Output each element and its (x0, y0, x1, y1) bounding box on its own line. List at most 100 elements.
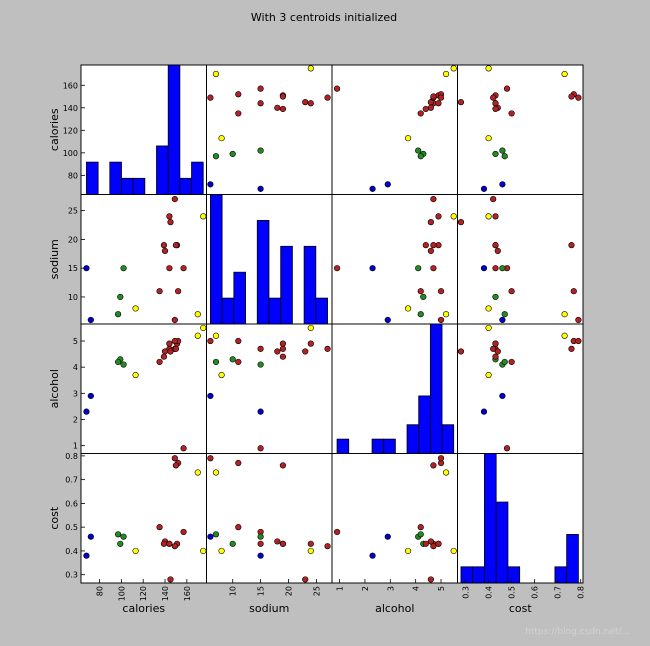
panel-alcohol-vs-calories (80, 323, 207, 454)
histogram-bar (495, 501, 509, 584)
scatter-point (307, 340, 314, 347)
y-tick-label: 160 (63, 81, 78, 90)
scatter-point (492, 265, 499, 272)
scatter-point (485, 213, 492, 220)
scatter-point (218, 371, 225, 379)
histogram-bar (406, 424, 420, 454)
scatter-point (333, 85, 341, 92)
x-tick-label: 140 (161, 586, 170, 601)
scatter-point (302, 99, 309, 106)
scatter-point (212, 153, 220, 160)
scatter-point (437, 94, 445, 101)
panel-cost-vs-cost (457, 453, 584, 584)
scatter-point (561, 311, 568, 318)
scatter-point (508, 358, 515, 366)
scatter-point (279, 105, 287, 113)
scatter-point (457, 348, 465, 355)
scatter-point (171, 337, 178, 345)
scatter-point (218, 547, 225, 555)
scatter-point (404, 547, 412, 555)
scatter-point (257, 533, 264, 540)
panel-sodium-vs-alcohol (331, 194, 458, 325)
scatter-point (499, 147, 506, 154)
scatter-point (415, 147, 422, 154)
scatter-point (442, 469, 450, 476)
scatter-point (160, 242, 168, 249)
histogram-bar (268, 297, 282, 325)
scatter-point (257, 445, 264, 452)
scatter-point (117, 540, 124, 547)
scatter-point (324, 94, 331, 101)
panel-alcohol-vs-cost (457, 323, 584, 454)
scatter-point (307, 540, 314, 547)
scatter-point (117, 293, 124, 301)
scatter-point (485, 65, 492, 72)
panel-frame (331, 64, 458, 195)
scatter-point (166, 340, 173, 347)
x-tick-label: 160 (183, 586, 192, 601)
scatter-point (450, 65, 457, 72)
scatter-point (508, 288, 515, 295)
scatter-point (279, 462, 287, 469)
scatter-point (494, 348, 501, 355)
scatter-point (83, 552, 90, 559)
scatter-point (171, 196, 178, 203)
scatter-point (132, 371, 139, 379)
scatter-point (561, 332, 568, 339)
scatter-point (427, 247, 434, 255)
y-tick-label: 3 (73, 389, 78, 398)
scatter-point (435, 242, 442, 249)
scatter-point (485, 135, 492, 142)
scatter-point (83, 408, 90, 415)
histogram-bar (303, 245, 317, 325)
scatter-point (132, 547, 139, 555)
scatter-point (430, 93, 437, 100)
scatter-point (430, 242, 437, 249)
histogram-bar (167, 64, 181, 195)
scatter-point (404, 305, 412, 312)
x-tick-label: 2 (361, 586, 370, 591)
y-tick-label: 1 (73, 442, 78, 451)
panel-frame (457, 323, 584, 454)
scatter-point (442, 311, 450, 318)
scatter-point (161, 247, 169, 255)
panel-grid: 80100120140160calories10152025sodium1234… (48, 64, 586, 615)
scatter-point (235, 91, 242, 98)
x-axis-label-alcohol: alcohol (375, 602, 414, 615)
scatter-point (229, 540, 236, 547)
scatter-point (422, 105, 429, 113)
y-tick-label: 0.8 (65, 452, 78, 461)
scatter-point (442, 70, 450, 78)
scatter-point (171, 316, 178, 324)
x-tick-label: 0.6 (531, 586, 540, 599)
scatter-point (369, 552, 376, 559)
scatter-point (212, 70, 220, 78)
histogram-bar (383, 438, 396, 454)
scatter-point (499, 316, 506, 324)
scatter-point (492, 242, 499, 249)
scatter-point (87, 316, 94, 324)
y-axis-label-alcohol: alcohol (48, 369, 61, 408)
histogram-bar (418, 395, 431, 454)
scatter-point (420, 293, 427, 301)
scatter-point (417, 153, 424, 160)
scatter-point (229, 356, 236, 363)
x-tick-label: 0.7 (554, 586, 563, 599)
histogram-bar (472, 566, 485, 584)
panel-calories-vs-calories (80, 64, 207, 195)
scatter-point (417, 110, 424, 117)
histogram-bar (156, 145, 169, 195)
scatter-point (167, 219, 174, 226)
scatter-point (207, 533, 214, 540)
panel-calories-vs-sodium (206, 64, 333, 195)
scatter-point (369, 185, 376, 192)
scatter-point (503, 445, 511, 452)
scatter-point (485, 305, 492, 312)
scatter-point (207, 455, 214, 462)
scatter-point (302, 348, 309, 355)
scatter-point (492, 150, 499, 158)
scatter-point (257, 552, 264, 559)
scatter-point (235, 110, 242, 117)
y-tick-label: 4 (73, 363, 78, 372)
scatter-point (180, 445, 187, 452)
